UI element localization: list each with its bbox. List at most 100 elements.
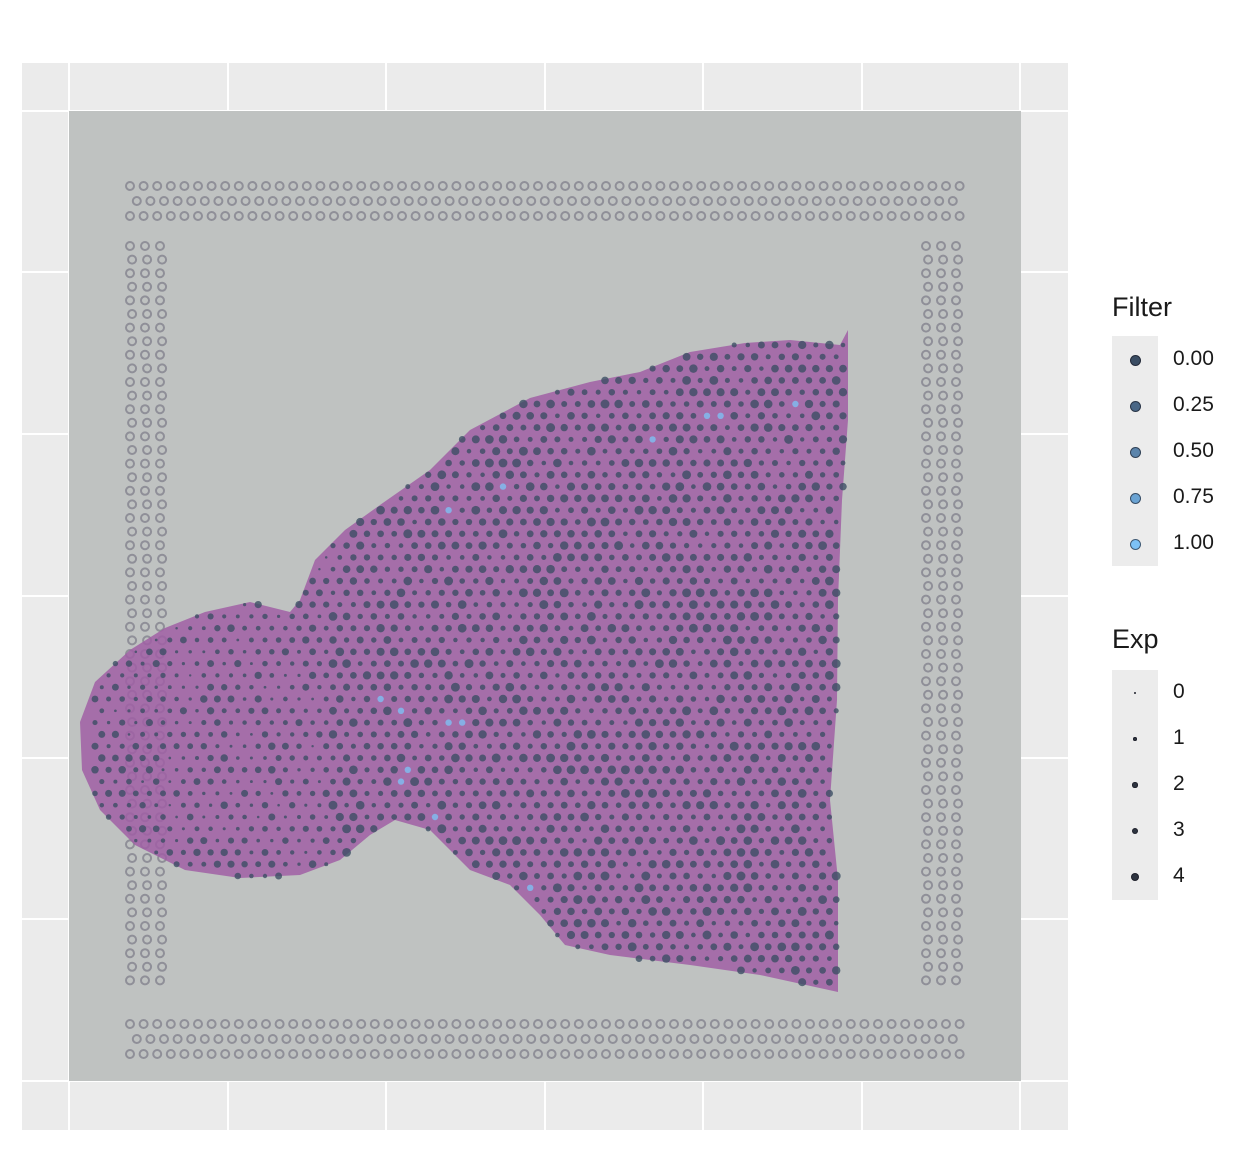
fiducial-spot (953, 445, 964, 455)
fiducial-spot (142, 853, 153, 863)
spot (268, 813, 276, 821)
spot (377, 742, 384, 750)
spot (575, 448, 581, 454)
fiducial-spot (696, 211, 707, 221)
fiducial-spot (157, 880, 168, 891)
fiducial-spot (315, 181, 326, 191)
spot (471, 624, 480, 633)
spot (607, 860, 616, 869)
fiducial-spot (839, 196, 849, 206)
spot (445, 719, 452, 726)
spot (682, 612, 691, 621)
spot (723, 494, 732, 503)
spot (554, 507, 560, 513)
fiducial-spot (315, 1019, 326, 1029)
spot (662, 765, 671, 774)
fiducial-spot (142, 472, 153, 483)
spot (330, 778, 336, 785)
fiducial-spot (951, 295, 961, 306)
spot (615, 849, 622, 856)
fiducial-spot (335, 196, 346, 206)
spot (417, 529, 426, 538)
spot (649, 837, 657, 845)
spot (649, 625, 656, 632)
spot (357, 755, 364, 761)
spot (778, 518, 786, 526)
spot (682, 565, 691, 574)
spot (614, 494, 623, 503)
spot (539, 576, 549, 586)
spot (702, 482, 712, 491)
spot (349, 789, 358, 798)
spot (797, 836, 807, 845)
spot (676, 365, 684, 372)
spot (540, 648, 547, 655)
fiducial-spot (777, 211, 788, 221)
spot (751, 778, 758, 785)
spot (533, 447, 541, 456)
spot (207, 778, 214, 785)
spot (458, 436, 466, 443)
spot (676, 742, 684, 750)
spot (670, 897, 676, 902)
spot (791, 824, 800, 834)
spot (573, 919, 582, 928)
fiducial-spot (165, 181, 176, 191)
spot (784, 813, 793, 821)
spot (649, 553, 657, 561)
fiducial-spot (951, 404, 961, 415)
spot (778, 919, 786, 927)
spot (262, 873, 268, 879)
spot (567, 553, 575, 562)
spot (418, 625, 424, 631)
fiducial-spot (142, 526, 153, 537)
spot (791, 494, 800, 503)
spot (181, 756, 186, 760)
spot (133, 815, 138, 819)
spot (187, 743, 194, 750)
spot (452, 731, 459, 738)
legend-exp-key (1132, 782, 1138, 788)
spot (254, 600, 262, 609)
fiducial-spot (791, 1049, 802, 1059)
spot (778, 377, 786, 384)
spot (805, 518, 813, 526)
fiducial-spot (938, 309, 949, 319)
fiducial-spot (519, 211, 530, 221)
spot (445, 837, 452, 844)
spot (621, 695, 630, 703)
spot (689, 388, 698, 397)
fiducial-spot (220, 211, 231, 221)
spot (519, 871, 528, 881)
spot (473, 578, 479, 584)
spot (682, 517, 691, 527)
fiducial-spot (832, 211, 843, 221)
spot (248, 826, 255, 832)
spot (607, 695, 616, 703)
spot (532, 730, 542, 739)
fiducial-spot (696, 181, 707, 191)
spot (207, 660, 215, 668)
spot (553, 718, 562, 727)
spot (730, 459, 738, 467)
spot (168, 780, 172, 783)
spot (118, 766, 126, 774)
spot (560, 825, 568, 833)
fiducial-spot (921, 458, 931, 469)
spot (492, 447, 501, 456)
spot (750, 753, 759, 763)
fiducial-spot (696, 1049, 707, 1059)
spot (736, 612, 746, 621)
fiducial-spot (921, 377, 931, 387)
fiducial-spot (921, 839, 931, 850)
spot (220, 754, 228, 762)
spot (792, 448, 799, 455)
spot (303, 731, 309, 738)
spot (485, 482, 494, 491)
spot (582, 649, 587, 655)
spot (623, 531, 628, 537)
spot (710, 424, 718, 432)
spot (634, 600, 644, 610)
spot (717, 861, 724, 868)
fiducial-spot (247, 1049, 258, 1059)
